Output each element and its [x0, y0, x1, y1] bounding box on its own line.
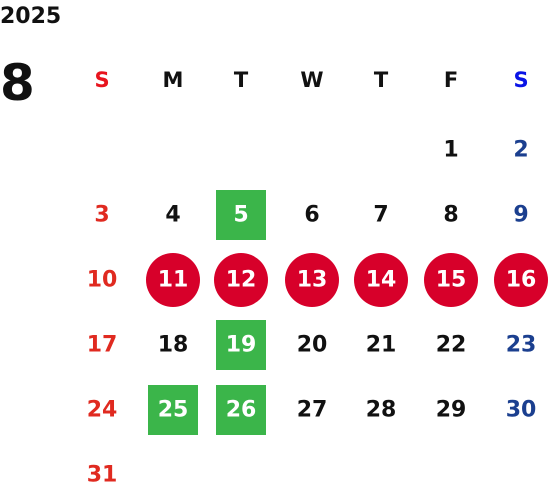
weekday-label: W [300, 68, 324, 92]
day-number: 22 [435, 332, 467, 358]
day-number: 15 [435, 267, 467, 293]
event-square [148, 385, 198, 435]
weekday-label: T [373, 68, 389, 92]
day-number: 19 [225, 332, 257, 358]
event-square [216, 190, 266, 240]
day-number: 20 [296, 332, 328, 358]
day-number: 8 [443, 202, 459, 228]
day-number: 10 [86, 267, 118, 293]
weekday-label: M [162, 68, 184, 92]
day-number: 31 [86, 462, 118, 488]
day-number: 25 [157, 397, 189, 423]
weekday-label: S [513, 68, 529, 92]
day-number: 29 [435, 397, 467, 423]
day-number: 1 [443, 137, 459, 163]
holiday-circle [424, 253, 478, 307]
weekday-label: T [233, 68, 249, 92]
day-number: 16 [505, 267, 537, 293]
event-square [216, 320, 266, 370]
day-number: 21 [365, 332, 397, 358]
holiday-circle [354, 253, 408, 307]
day-number: 2 [513, 137, 529, 163]
holiday-circle [285, 253, 339, 307]
day-number: 4 [165, 202, 181, 228]
holiday-circle [214, 253, 268, 307]
day-number: 14 [365, 267, 397, 293]
year: 2025 [0, 4, 62, 29]
day-number: 26 [225, 397, 257, 423]
day-number: 3 [94, 202, 110, 228]
day-number: 6 [304, 202, 320, 228]
day-number: 27 [296, 397, 328, 423]
day-number: 28 [365, 397, 397, 423]
day-number: 24 [86, 397, 118, 423]
weekday-label: F [443, 68, 459, 92]
day-number: 7 [373, 202, 389, 228]
holiday-circle [146, 253, 200, 307]
day-number: 30 [505, 397, 537, 423]
day-number: 12 [225, 267, 257, 293]
event-square [216, 385, 266, 435]
day-number: 13 [296, 267, 328, 293]
day-number: 17 [86, 332, 118, 358]
day-number: 18 [157, 332, 189, 358]
weekday-label: S [94, 68, 110, 92]
day-number: 9 [513, 202, 529, 228]
month: 8 [0, 54, 35, 112]
day-number: 5 [233, 202, 249, 228]
holiday-circle [494, 253, 548, 307]
day-number: 11 [157, 267, 189, 293]
day-number: 23 [505, 332, 537, 358]
